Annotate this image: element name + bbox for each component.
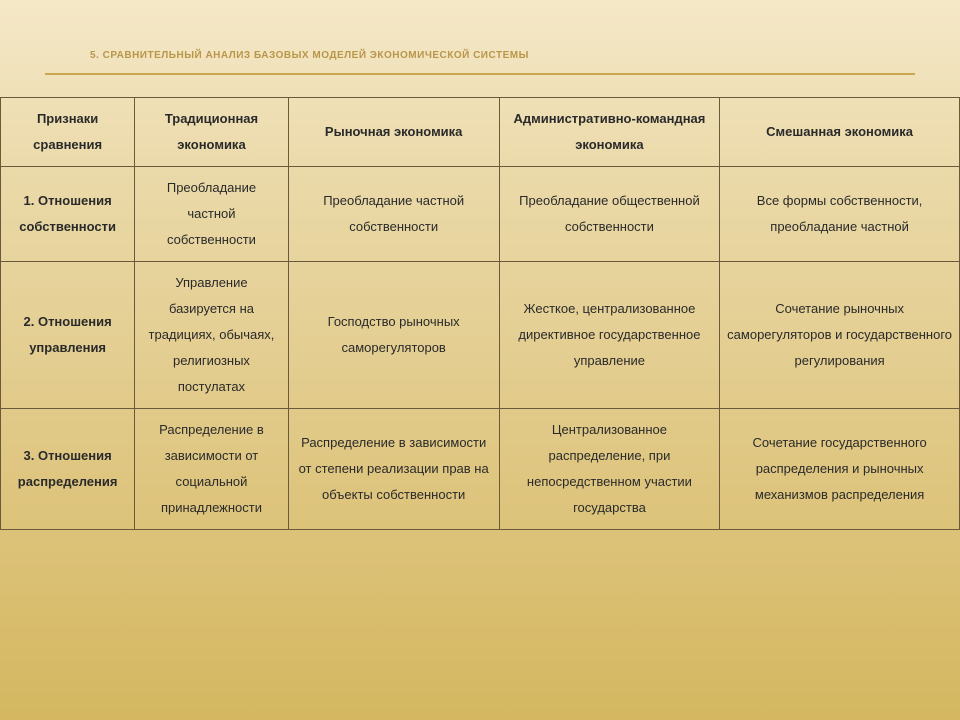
cell: Сочетание государственного распределения… xyxy=(720,409,960,530)
row-label: 2. Отношения управления xyxy=(1,262,135,409)
comparison-table: Признаки сравнения Традиционная экономик… xyxy=(0,97,960,530)
cell: Преобладание общественной собственности xyxy=(499,167,720,262)
cell: Жесткое, централизованное директивное го… xyxy=(499,262,720,409)
row-label: 1. Отношения собственности xyxy=(1,167,135,262)
cell: Управление базируется на традициях, обыч… xyxy=(135,262,288,409)
table-row: 3. Отношения распределения Распределение… xyxy=(1,409,960,530)
title-underline xyxy=(45,73,915,75)
table-row: 1. Отношения собственности Преобладание … xyxy=(1,167,960,262)
table-row: 2. Отношения управления Управление базир… xyxy=(1,262,960,409)
header-command: Административно-командная экономика xyxy=(499,98,720,167)
header-market: Рыночная экономика xyxy=(288,98,499,167)
cell: Централизованное распределение, при непо… xyxy=(499,409,720,530)
header-traditional: Традиционная экономика xyxy=(135,98,288,167)
header-criteria: Признаки сравнения xyxy=(1,98,135,167)
cell: Сочетание рыночных саморегуляторов и гос… xyxy=(720,262,960,409)
cell: Распределение в зависимости от социально… xyxy=(135,409,288,530)
cell: Преобладание частной собственности xyxy=(135,167,288,262)
cell: Господство рыночных саморегуляторов xyxy=(288,262,499,409)
row-label: 3. Отношения распределения xyxy=(1,409,135,530)
cell: Все формы собственности, преобладание ча… xyxy=(720,167,960,262)
slide-title: 5. Сравнительный анализ базовых моделей … xyxy=(0,0,960,73)
header-mixed: Смешанная экономика xyxy=(720,98,960,167)
table-header-row: Признаки сравнения Традиционная экономик… xyxy=(1,98,960,167)
cell: Преобладание частной собственности xyxy=(288,167,499,262)
cell: Распределение в зависимости от степени р… xyxy=(288,409,499,530)
